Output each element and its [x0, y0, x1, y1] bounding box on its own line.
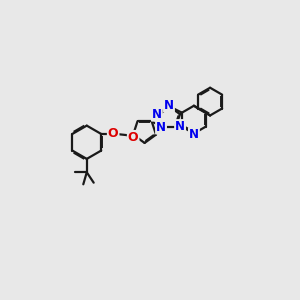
Text: N: N: [189, 128, 199, 141]
Text: N: N: [152, 108, 162, 121]
Text: N: N: [164, 99, 174, 112]
Text: O: O: [108, 128, 119, 140]
Text: N: N: [175, 120, 185, 133]
Text: O: O: [128, 131, 139, 144]
Text: N: N: [156, 121, 166, 134]
